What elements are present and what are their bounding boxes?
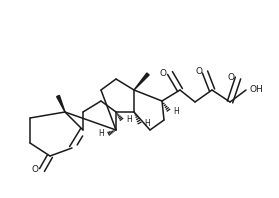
Text: H: H [126,115,132,125]
Text: H: H [173,107,179,115]
Text: OH: OH [249,86,263,94]
Text: H: H [98,129,104,138]
Polygon shape [57,95,65,112]
Polygon shape [134,73,149,90]
Text: H: H [144,120,150,129]
Text: O: O [228,73,235,83]
Text: O: O [195,68,202,76]
Text: O: O [160,69,167,77]
Text: O: O [32,166,39,174]
